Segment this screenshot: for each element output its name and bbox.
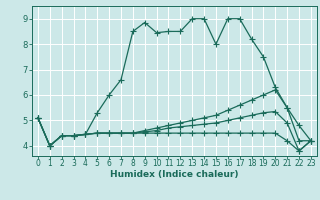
X-axis label: Humidex (Indice chaleur): Humidex (Indice chaleur): [110, 170, 239, 179]
